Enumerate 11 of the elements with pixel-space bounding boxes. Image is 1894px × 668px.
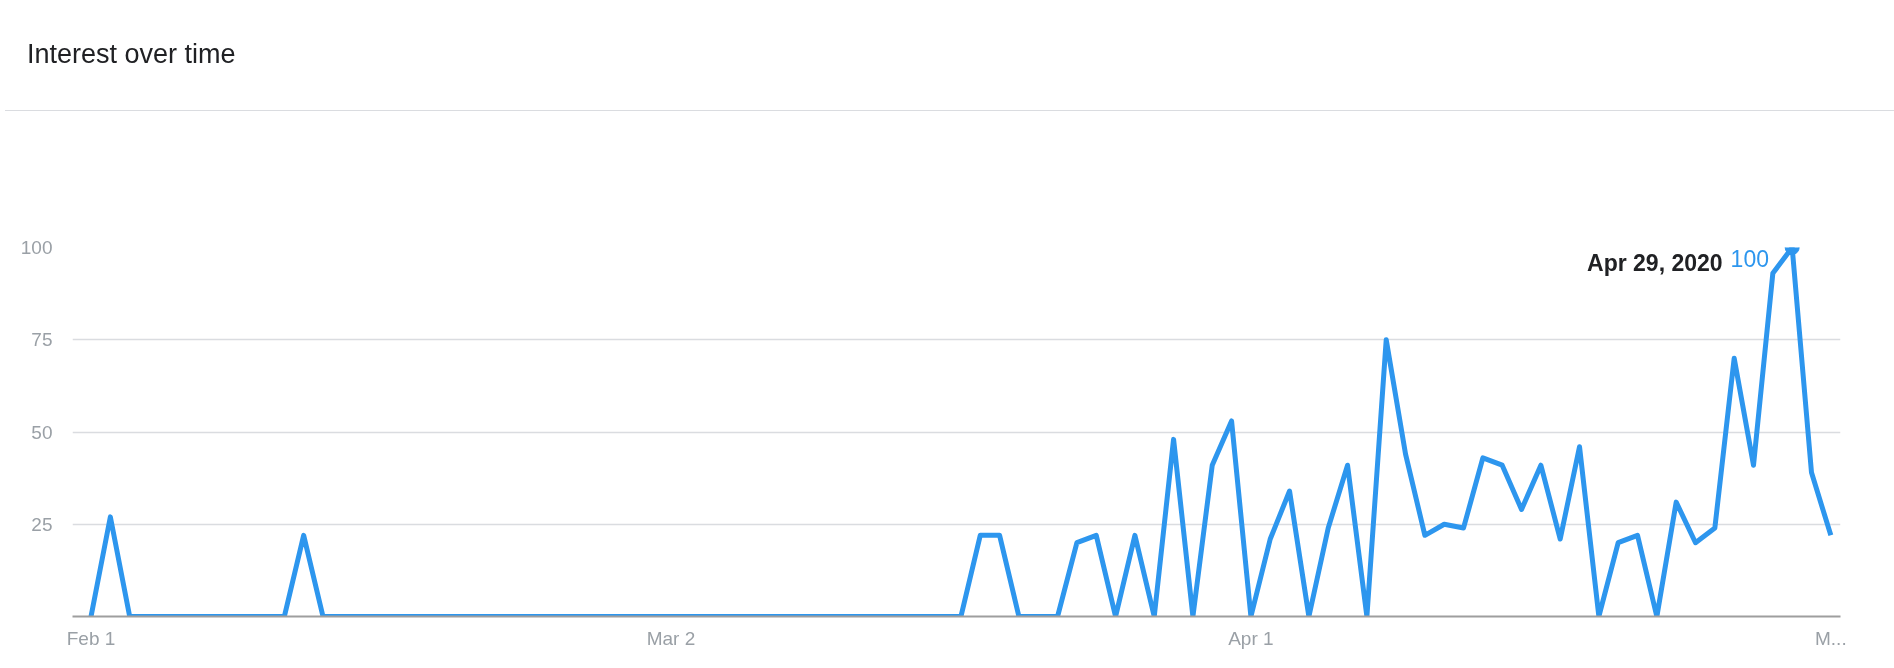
y-tick-label: 100 — [20, 237, 53, 258]
data-label: 100 — [1730, 245, 1769, 272]
x-tick-label: Apr 1 — [1228, 627, 1274, 649]
y-tick-label: 50 — [31, 421, 53, 443]
x-tick-label: Mar 2 — [646, 627, 696, 649]
x-tick-label: Feb 1 — [66, 627, 116, 649]
chart-title: Interest over time — [27, 38, 236, 71]
y-tick-label: 25 — [31, 513, 53, 535]
y-tick-label: 75 — [31, 329, 53, 351]
annotation: Apr 29, 2020 — [1587, 249, 1723, 276]
x-tick-label: M... — [1815, 627, 1847, 649]
